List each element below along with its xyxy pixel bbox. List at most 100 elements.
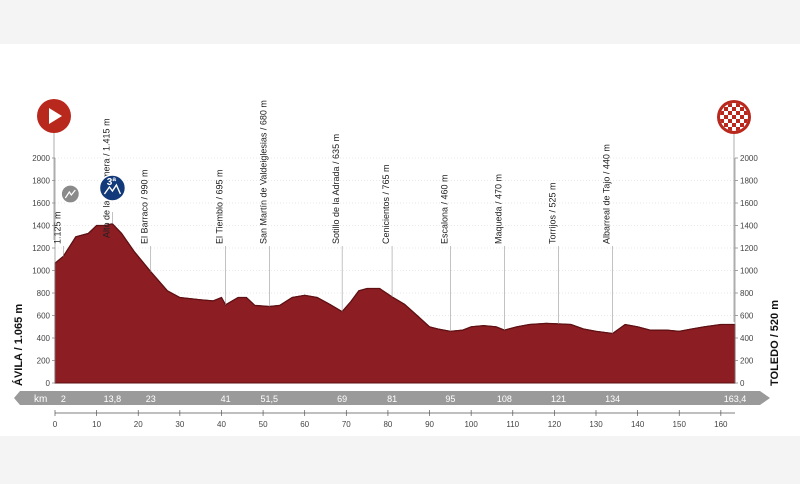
waypoint-label: 1.125 m bbox=[52, 211, 62, 244]
y-tick-label: 200 bbox=[740, 357, 754, 366]
checker-square bbox=[724, 115, 728, 119]
x-tick-label: 150 bbox=[673, 420, 687, 429]
y-axis-left: 0 200 400 600 800 1000 1200 1400 1600 1800 2000 bbox=[32, 154, 56, 388]
checker-square bbox=[744, 111, 748, 115]
x-tick-label: 140 bbox=[631, 420, 645, 429]
checker-square bbox=[732, 115, 736, 119]
checker-square bbox=[736, 103, 740, 107]
checker-square bbox=[728, 111, 732, 115]
bottom-band bbox=[0, 436, 800, 484]
checker-square bbox=[720, 119, 724, 123]
elevation-area bbox=[54, 223, 736, 384]
checker-square bbox=[740, 123, 744, 127]
km-bar-band bbox=[14, 391, 770, 405]
km-bar-label: km bbox=[34, 394, 47, 405]
checker-square bbox=[732, 123, 736, 127]
y-tick-label: 1800 bbox=[740, 177, 758, 186]
checker-square bbox=[728, 119, 732, 123]
checker-square bbox=[720, 111, 724, 115]
y-tick-label: 600 bbox=[37, 312, 51, 321]
km-value: 13,8 bbox=[104, 394, 122, 404]
checker-square bbox=[736, 127, 740, 131]
waypoint-label: El Tiemblo / 695 m bbox=[215, 169, 225, 244]
y-tick-label: 0 bbox=[46, 379, 51, 388]
y-tick-label: 600 bbox=[740, 312, 754, 321]
start-label: ÁVILA / 1.065 m bbox=[12, 304, 25, 386]
km-value: 41 bbox=[221, 394, 231, 404]
checker-square bbox=[736, 119, 740, 123]
waypoint-label: Torrijos / 525 m bbox=[548, 182, 558, 244]
y-tick-label: 1000 bbox=[740, 267, 758, 276]
y-tick-label: 400 bbox=[740, 334, 754, 343]
x-tick-label: 90 bbox=[425, 420, 434, 429]
finish-label: TOLEDO / 520 m bbox=[769, 300, 781, 386]
y-tick-label: 1400 bbox=[32, 222, 50, 231]
x-tick-label: 80 bbox=[383, 420, 392, 429]
km-value: 95 bbox=[445, 394, 455, 404]
x-axis: 0 10 20 30 40 50 60 70 80 90 100 110 120 130 140 150 160 bbox=[53, 410, 735, 429]
y-tick-label: 800 bbox=[740, 289, 754, 298]
x-tick-label: 70 bbox=[342, 420, 351, 429]
km-bar: 2 13,8 23 41 51,5 69 81 95 108 121 134 163,4 bbox=[14, 391, 770, 405]
y-tick-label: 2000 bbox=[32, 154, 50, 163]
waypoint-label: San Martín de Valdeiglesias / 680 m bbox=[258, 100, 268, 244]
x-tick-label: 160 bbox=[714, 420, 728, 429]
checker-square bbox=[736, 111, 740, 115]
profile-layer bbox=[54, 223, 736, 384]
x-tick-label: 30 bbox=[175, 420, 184, 429]
waypoint-label: Albarreal de Tajo / 440 m bbox=[602, 144, 612, 244]
x-tick-label: 50 bbox=[259, 420, 268, 429]
km-value: 121 bbox=[551, 394, 566, 404]
category-badge bbox=[98, 174, 127, 202]
x-tick-label: 110 bbox=[506, 420, 519, 429]
elevation-line bbox=[54, 223, 735, 335]
checkered-flag-icon bbox=[720, 103, 748, 131]
top-band bbox=[0, 0, 800, 44]
x-tick-label: 130 bbox=[589, 420, 603, 429]
checker-square bbox=[728, 103, 732, 107]
y-tick-label: 1800 bbox=[32, 177, 50, 186]
y-tick-label: 800 bbox=[37, 289, 51, 298]
waypoint-label: Maqueda / 470 m bbox=[493, 174, 503, 244]
y-tick-label: 1000 bbox=[32, 267, 50, 276]
checker-square bbox=[732, 107, 736, 111]
x-tick-label: 20 bbox=[134, 420, 143, 429]
play-icon bbox=[49, 108, 62, 124]
y-tick-label: 2000 bbox=[740, 154, 758, 163]
km-value: 69 bbox=[337, 394, 347, 404]
mountain-icon bbox=[64, 189, 76, 199]
checker-square bbox=[724, 107, 728, 111]
km-value: 134 bbox=[605, 394, 620, 404]
km-value: 108 bbox=[497, 394, 512, 404]
y-tick-label: 1200 bbox=[740, 244, 758, 253]
waypoint-label: El Barraco / 990 m bbox=[140, 169, 150, 244]
x-tick-label: 40 bbox=[217, 420, 226, 429]
y-tick-label: 400 bbox=[37, 334, 51, 343]
km-value: 51,5 bbox=[261, 394, 279, 404]
y-axis-right: 0 200 400 600 800 1000 1200 1400 1600 1800 2000 bbox=[734, 154, 758, 388]
y-tick-label: 0 bbox=[740, 379, 745, 388]
x-tick-label: 0 bbox=[53, 420, 58, 429]
y-tick-label: 200 bbox=[37, 357, 51, 366]
category-badge-text: 3ª bbox=[107, 177, 117, 188]
marker-layer: 3ª bbox=[37, 99, 751, 322]
x-tick-label: 120 bbox=[548, 420, 562, 429]
km-value: 81 bbox=[387, 394, 397, 404]
waypoint-label: Escalona / 460 m bbox=[439, 174, 449, 244]
km-value: 163,4 bbox=[724, 394, 747, 404]
mountain-icon bbox=[103, 183, 122, 195]
checker-square bbox=[740, 107, 744, 111]
y-tick-label: 1600 bbox=[740, 199, 758, 208]
x-tick-label: 60 bbox=[300, 420, 309, 429]
waypoint-label: Cenicientos / 765 m bbox=[381, 164, 391, 244]
checker-square bbox=[744, 119, 748, 123]
waypoint-label: Sotillo de la Adrada / 635 m bbox=[331, 134, 341, 244]
x-tick-label: 10 bbox=[92, 420, 101, 429]
y-tick-label: 1200 bbox=[32, 244, 50, 253]
x-tick-label: 100 bbox=[464, 420, 478, 429]
y-tick-label: 1400 bbox=[740, 222, 758, 231]
checker-square bbox=[740, 115, 744, 119]
checker-square bbox=[728, 127, 732, 131]
